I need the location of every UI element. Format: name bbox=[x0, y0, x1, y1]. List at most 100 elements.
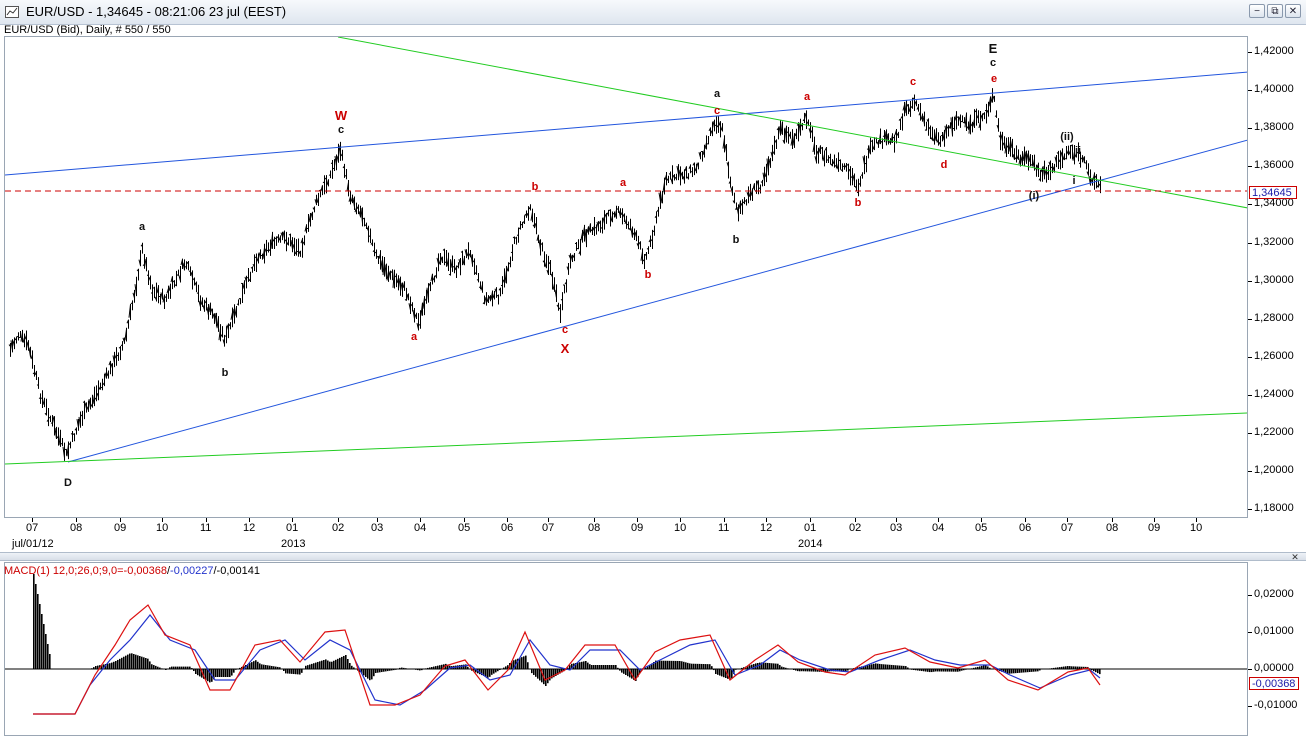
price-bar-tick bbox=[870, 140, 873, 143]
macd-histogram-bar bbox=[941, 669, 943, 672]
price-bar-tick bbox=[132, 292, 135, 299]
macd-histogram-bar bbox=[369, 669, 371, 681]
macd-histogram-bar bbox=[165, 669, 167, 670]
macd-histogram-bar bbox=[1021, 669, 1023, 673]
macd-tick-mark bbox=[1248, 632, 1252, 633]
macd-histogram-bar bbox=[275, 666, 277, 669]
month-label: 09 bbox=[1148, 522, 1161, 534]
price-bar-tick bbox=[446, 257, 449, 267]
price-bar-tick bbox=[54, 427, 57, 439]
price-bar-tick bbox=[636, 243, 639, 247]
macd-histogram-bar bbox=[693, 663, 695, 669]
price-bar-tick bbox=[646, 247, 649, 250]
macd-panel[interactable] bbox=[4, 562, 1248, 736]
macd-histogram-bar bbox=[799, 669, 801, 672]
macd-histogram-bar bbox=[311, 663, 313, 669]
price-bar-tick bbox=[530, 211, 533, 221]
price-bar-tick bbox=[946, 126, 949, 130]
price-bar-tick bbox=[164, 295, 167, 299]
macd-histogram-bar bbox=[347, 659, 349, 669]
macd-histogram-bar bbox=[891, 664, 893, 669]
macd-histogram-bar bbox=[719, 669, 721, 676]
price-bar-tick bbox=[548, 261, 551, 265]
chart-subtitle: EUR/USD (Bid), Daily, # 550 / 550 bbox=[4, 24, 171, 36]
macd-histogram-bar bbox=[769, 663, 771, 669]
close-indicator-icon[interactable]: ✕ bbox=[1291, 552, 1299, 562]
price-bar-tick bbox=[32, 372, 35, 375]
macd-histogram-bar bbox=[645, 667, 647, 669]
macd-histogram-bar bbox=[905, 666, 907, 669]
macd-histogram-bar bbox=[1029, 669, 1031, 673]
price-bar-tick bbox=[420, 302, 423, 316]
price-bar-tick bbox=[680, 172, 683, 178]
price-axis[interactable] bbox=[1248, 36, 1306, 518]
price-bar-tick bbox=[944, 125, 947, 136]
price-bar-tick bbox=[236, 303, 239, 306]
macd-histogram-bar bbox=[51, 669, 53, 670]
time-tick-mark bbox=[1112, 518, 1113, 522]
price-bar-tick bbox=[406, 293, 409, 300]
macd-histogram-bar bbox=[291, 669, 293, 674]
macd-histogram-bar bbox=[513, 660, 515, 669]
price-bar-tick bbox=[934, 131, 937, 141]
macd-histogram-bar bbox=[201, 669, 203, 678]
price-bar-tick bbox=[964, 113, 967, 128]
price-bar-tick bbox=[916, 106, 919, 110]
price-bar-tick bbox=[142, 264, 145, 267]
macd-histogram-bar bbox=[763, 662, 765, 669]
price-bar-tick bbox=[772, 150, 775, 154]
month-label: 04 bbox=[414, 522, 427, 534]
restore-button[interactable]: ⧉ bbox=[1267, 4, 1283, 18]
price-bar-tick bbox=[424, 298, 427, 301]
price-bar-tick bbox=[30, 354, 33, 360]
macd-histogram-bar bbox=[601, 665, 603, 669]
price-bar-tick bbox=[848, 168, 851, 173]
macd-histogram-bar bbox=[947, 669, 949, 672]
price-bar-tick bbox=[822, 154, 825, 162]
time-tick-mark bbox=[680, 518, 681, 522]
panel-splitter[interactable] bbox=[0, 552, 1306, 561]
price-bar-tick bbox=[958, 116, 961, 122]
macd-histogram-bar bbox=[237, 668, 239, 670]
price-bar-tick bbox=[496, 295, 499, 297]
price-bar-tick bbox=[752, 183, 755, 190]
macd-histogram-bar bbox=[557, 669, 559, 675]
price-bar-tick bbox=[740, 203, 743, 207]
price-chart-panel[interactable] bbox=[4, 36, 1248, 518]
price-bar-tick bbox=[1058, 159, 1061, 163]
price-bar-tick bbox=[354, 207, 357, 213]
price-bar-tick bbox=[1038, 177, 1041, 181]
price-bar-tick bbox=[358, 211, 361, 217]
macd-histogram-bar bbox=[721, 669, 723, 677]
price-bar-tick bbox=[390, 271, 393, 274]
price-bar-tick bbox=[798, 122, 801, 135]
macd-histogram-bar bbox=[313, 663, 315, 669]
macd-histogram-bar bbox=[929, 669, 931, 673]
price-bar-tick bbox=[376, 255, 379, 259]
macd-histogram-bar bbox=[367, 669, 369, 679]
price-bar-tick bbox=[326, 179, 329, 186]
macd-tick-mark bbox=[1248, 669, 1252, 670]
macd-histogram-bar bbox=[415, 669, 417, 670]
price-bar-tick bbox=[1094, 175, 1097, 179]
macd-histogram-bar bbox=[865, 665, 867, 669]
minimize-button[interactable]: − bbox=[1249, 4, 1265, 18]
macd-histogram-bar bbox=[119, 658, 121, 669]
price-bar-tick bbox=[432, 276, 435, 281]
macd-histogram-bar bbox=[647, 666, 649, 669]
macd-histogram-bar bbox=[629, 669, 631, 678]
price-bar-tick bbox=[770, 151, 773, 158]
macd-histogram-bar bbox=[729, 669, 731, 680]
macd-histogram-bar bbox=[177, 666, 179, 669]
macd-axis[interactable] bbox=[1248, 562, 1306, 736]
macd-histogram-bar bbox=[609, 665, 611, 669]
macd-histogram-bar bbox=[263, 664, 265, 669]
macd-histogram-bar bbox=[129, 653, 131, 669]
close-button[interactable]: ✕ bbox=[1285, 4, 1301, 18]
month-label: 08 bbox=[1106, 522, 1119, 534]
macd-histogram-bar bbox=[39, 604, 41, 669]
price-bar-tick bbox=[650, 239, 653, 242]
wave-label: i bbox=[1072, 175, 1076, 187]
price-bar-tick bbox=[938, 141, 941, 146]
macd-histogram-bar bbox=[55, 669, 57, 670]
